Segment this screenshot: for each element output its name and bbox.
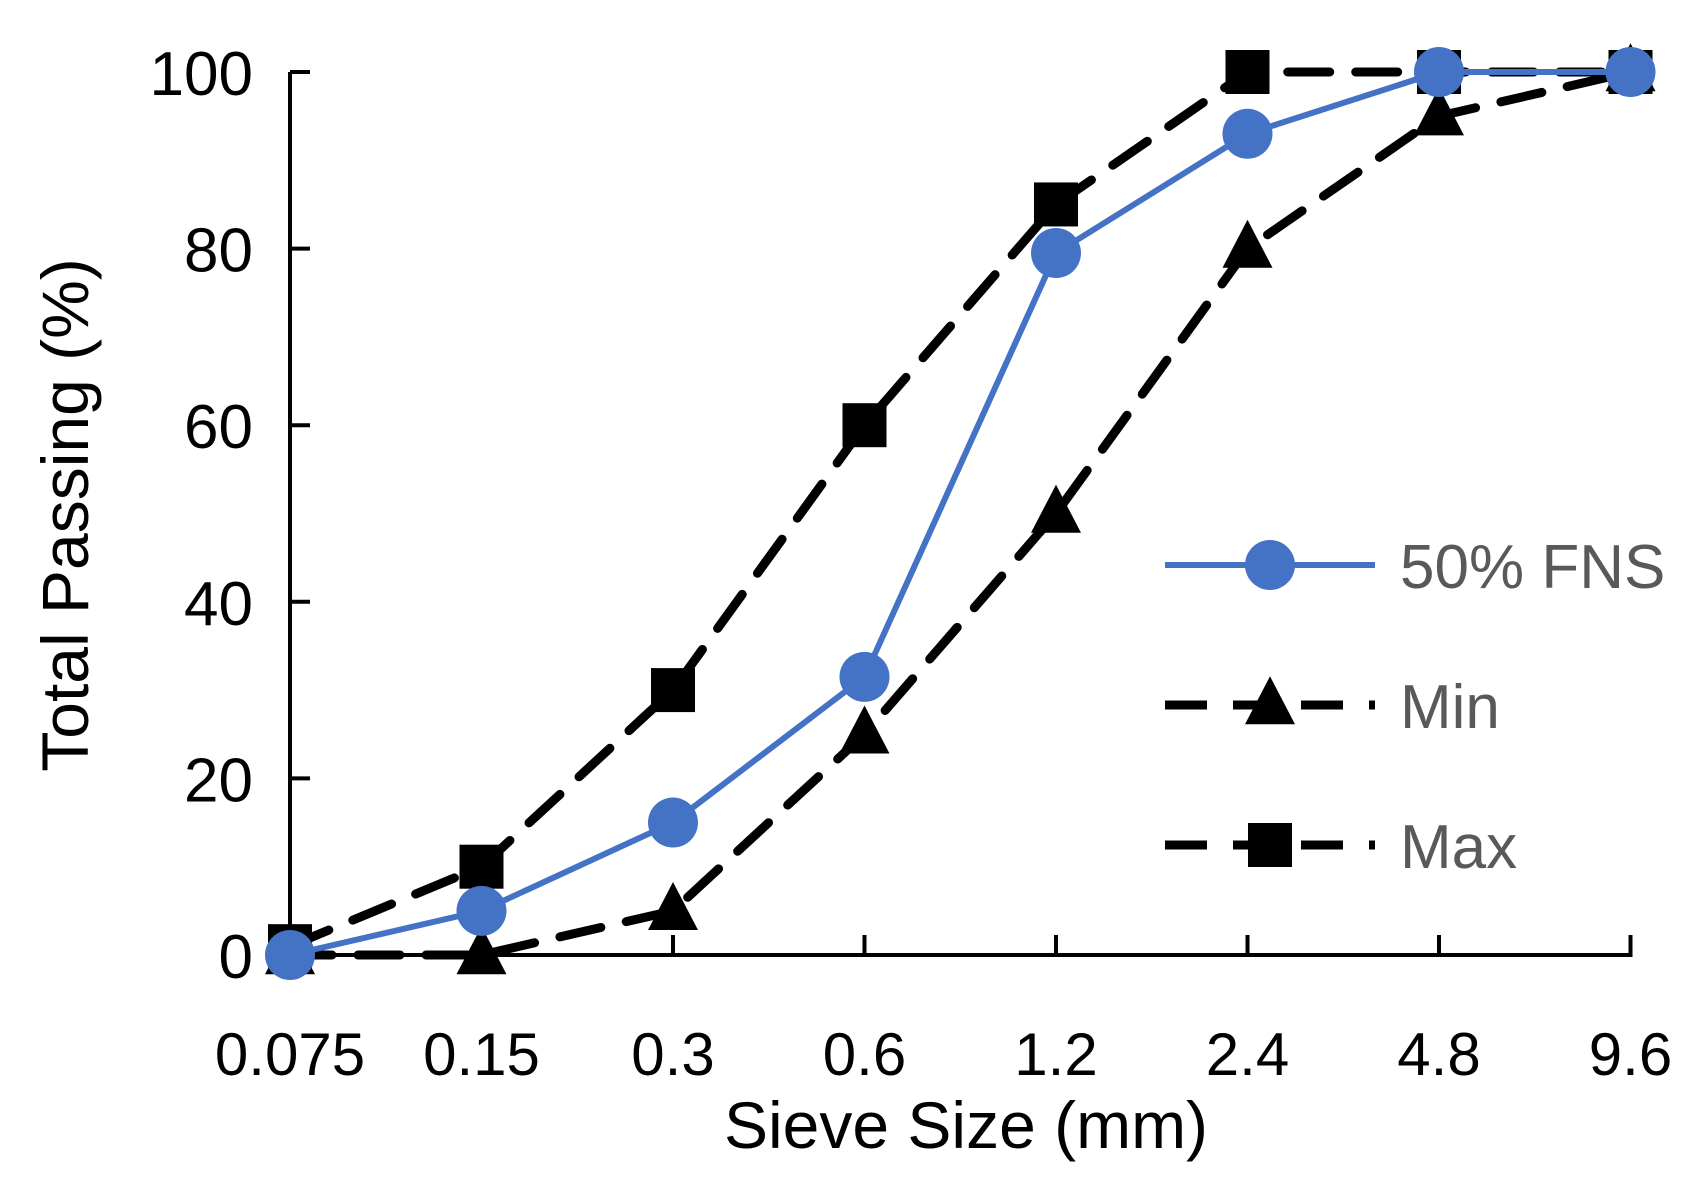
legend-item-max: Max — [1165, 813, 1517, 882]
y-tick-label: 80 — [184, 217, 253, 286]
data-point-min — [456, 926, 507, 975]
x-tick-label: 2.4 — [1206, 1021, 1289, 1088]
data-point-max — [842, 403, 887, 448]
y-tick-label: 0 — [219, 923, 253, 992]
series-line-min — [285, 67, 1635, 960]
y-axis-label: Total Passing (%) — [28, 258, 102, 772]
data-point-min — [1414, 87, 1464, 136]
data-point-max — [459, 844, 504, 889]
x-axis-label: Sieve Size (mm) — [724, 1088, 1208, 1162]
y-tick-label: 20 — [184, 746, 253, 815]
data-point-max — [651, 668, 695, 713]
y-tick-label: 60 — [184, 393, 253, 462]
x-tick-label: 0.3 — [631, 1021, 714, 1088]
legend-item-50-fns: 50% FNS — [1165, 533, 1665, 602]
data-point-50-fns — [1414, 47, 1464, 97]
data-point-min — [648, 882, 698, 931]
data-point-max — [1034, 182, 1078, 227]
data-point-50-fns — [1605, 47, 1656, 97]
data-point-min — [839, 705, 890, 754]
data-point-50-fns — [265, 930, 315, 980]
data-point-min — [1031, 484, 1081, 533]
data-point-50-fns — [1222, 108, 1273, 159]
data-point-50-fns — [839, 651, 890, 702]
x-tick-label: 1.2 — [1014, 1021, 1097, 1088]
legend-label-50-fns: 50% FNS — [1400, 533, 1665, 602]
legend-label-max: Max — [1400, 813, 1517, 882]
legend: 50% FNS Min Max — [1165, 533, 1665, 882]
data-point-min — [1222, 219, 1273, 268]
legend-item-min: Min — [1165, 673, 1500, 742]
legend-label-min: Min — [1400, 673, 1500, 742]
x-tick-label: 9.6 — [1589, 1021, 1672, 1088]
x-tick-label: 4.8 — [1397, 1021, 1480, 1088]
data-point-50-fns — [1031, 228, 1081, 279]
y-tick-label: 40 — [184, 570, 253, 639]
axes: 0 20 40 60 80 100 0.075 0.15 0.3 0.6 1.2 2.4 4.8 9.6 — [150, 40, 1673, 1088]
x-tick-label: 0.075 — [215, 1021, 365, 1088]
series-layer — [265, 43, 1656, 980]
data-point-max — [1225, 50, 1270, 94]
series-50-fns — [265, 47, 1656, 980]
data-point-50-fns — [456, 885, 507, 936]
legend-marker-min — [1245, 676, 1295, 725]
legend-marker-max — [1248, 823, 1292, 867]
x-tick-label: 0.6 — [823, 1021, 906, 1088]
series-line-50-fns — [289, 69, 1631, 958]
data-point-50-fns — [648, 797, 698, 848]
y-tick-label: 100 — [150, 40, 253, 109]
x-tick-label: 0.15 — [423, 1021, 540, 1088]
legend-marker-50-fns — [1245, 540, 1295, 590]
